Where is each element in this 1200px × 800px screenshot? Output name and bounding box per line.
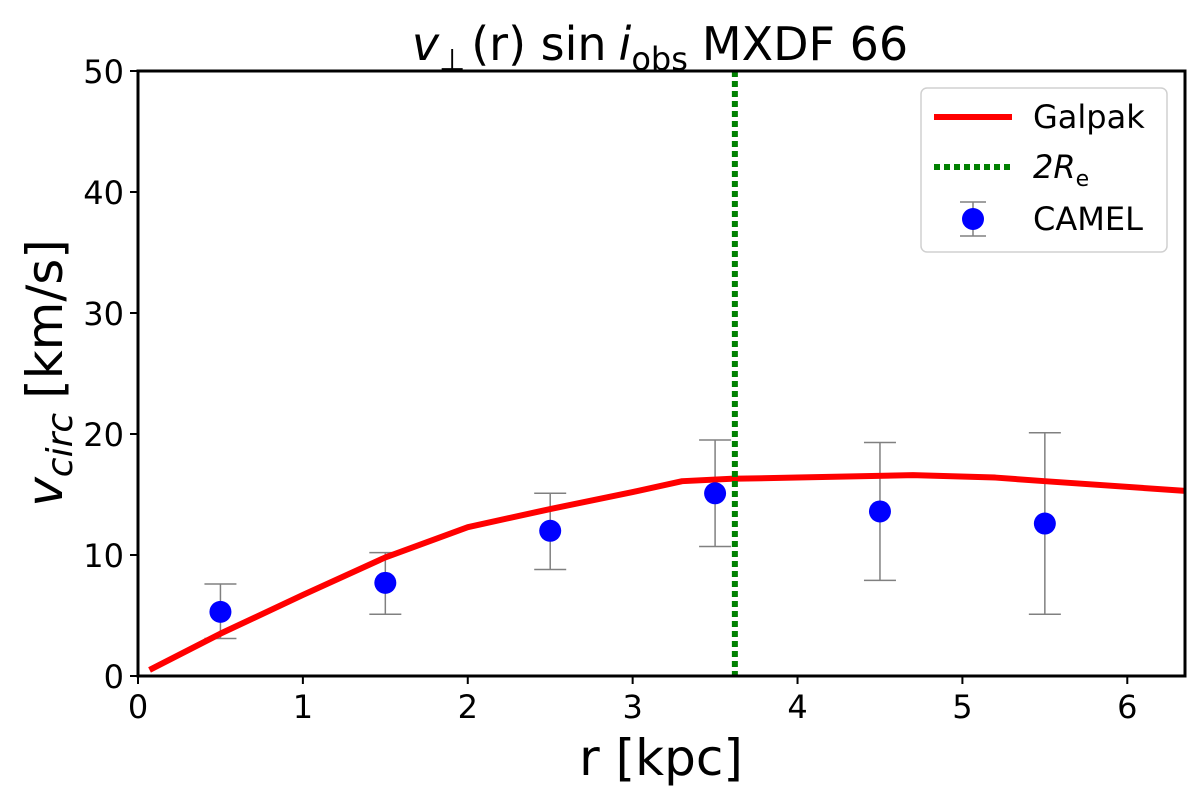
camel-point	[868, 500, 891, 523]
y-tick-label: 50	[83, 53, 124, 91]
y-axis-label: vcirc[km/s]	[16, 239, 81, 507]
legend: Galpak 2Re CAMEL	[920, 87, 1168, 253]
y-tick-label: 20	[83, 416, 124, 454]
camel-point	[539, 519, 562, 542]
camel-point	[1033, 512, 1056, 535]
x-tick-label: 1	[293, 688, 313, 726]
y-tick-label: 40	[83, 174, 124, 212]
camel-point	[209, 600, 232, 623]
legend-box	[920, 87, 1168, 253]
plot-area	[148, 71, 1186, 676]
legend-2re-label: 2Re	[1033, 148, 1089, 192]
camel-point	[374, 571, 397, 594]
camel-point	[704, 482, 727, 505]
galpak-line	[148, 472, 1186, 673]
ticks: 0 1 2 3 4 5 6 0 10 20 30 40 50	[83, 53, 1137, 726]
legend-camel-label: CAMEL	[1033, 200, 1143, 238]
legend-camel-swatch	[960, 201, 986, 237]
x-tick-label: 0	[128, 688, 148, 726]
legend-galpak-label: Galpak	[1033, 98, 1145, 136]
chart-title: v⊥ (r) sin iobs MXDF 66	[412, 17, 908, 78]
x-tick-label: 5	[952, 688, 972, 726]
x-axis-label: r [kpc]	[579, 729, 743, 787]
x-tick-label: 6	[1117, 688, 1137, 726]
x-tick-label: 3	[622, 688, 642, 726]
y-tick-label: 10	[83, 537, 124, 575]
y-tick-label: 0	[104, 658, 124, 696]
axes-frame	[136, 69, 1187, 678]
x-tick-label: 4	[787, 688, 807, 726]
x-tick-label: 2	[458, 688, 478, 726]
y-tick-label: 30	[83, 295, 124, 333]
